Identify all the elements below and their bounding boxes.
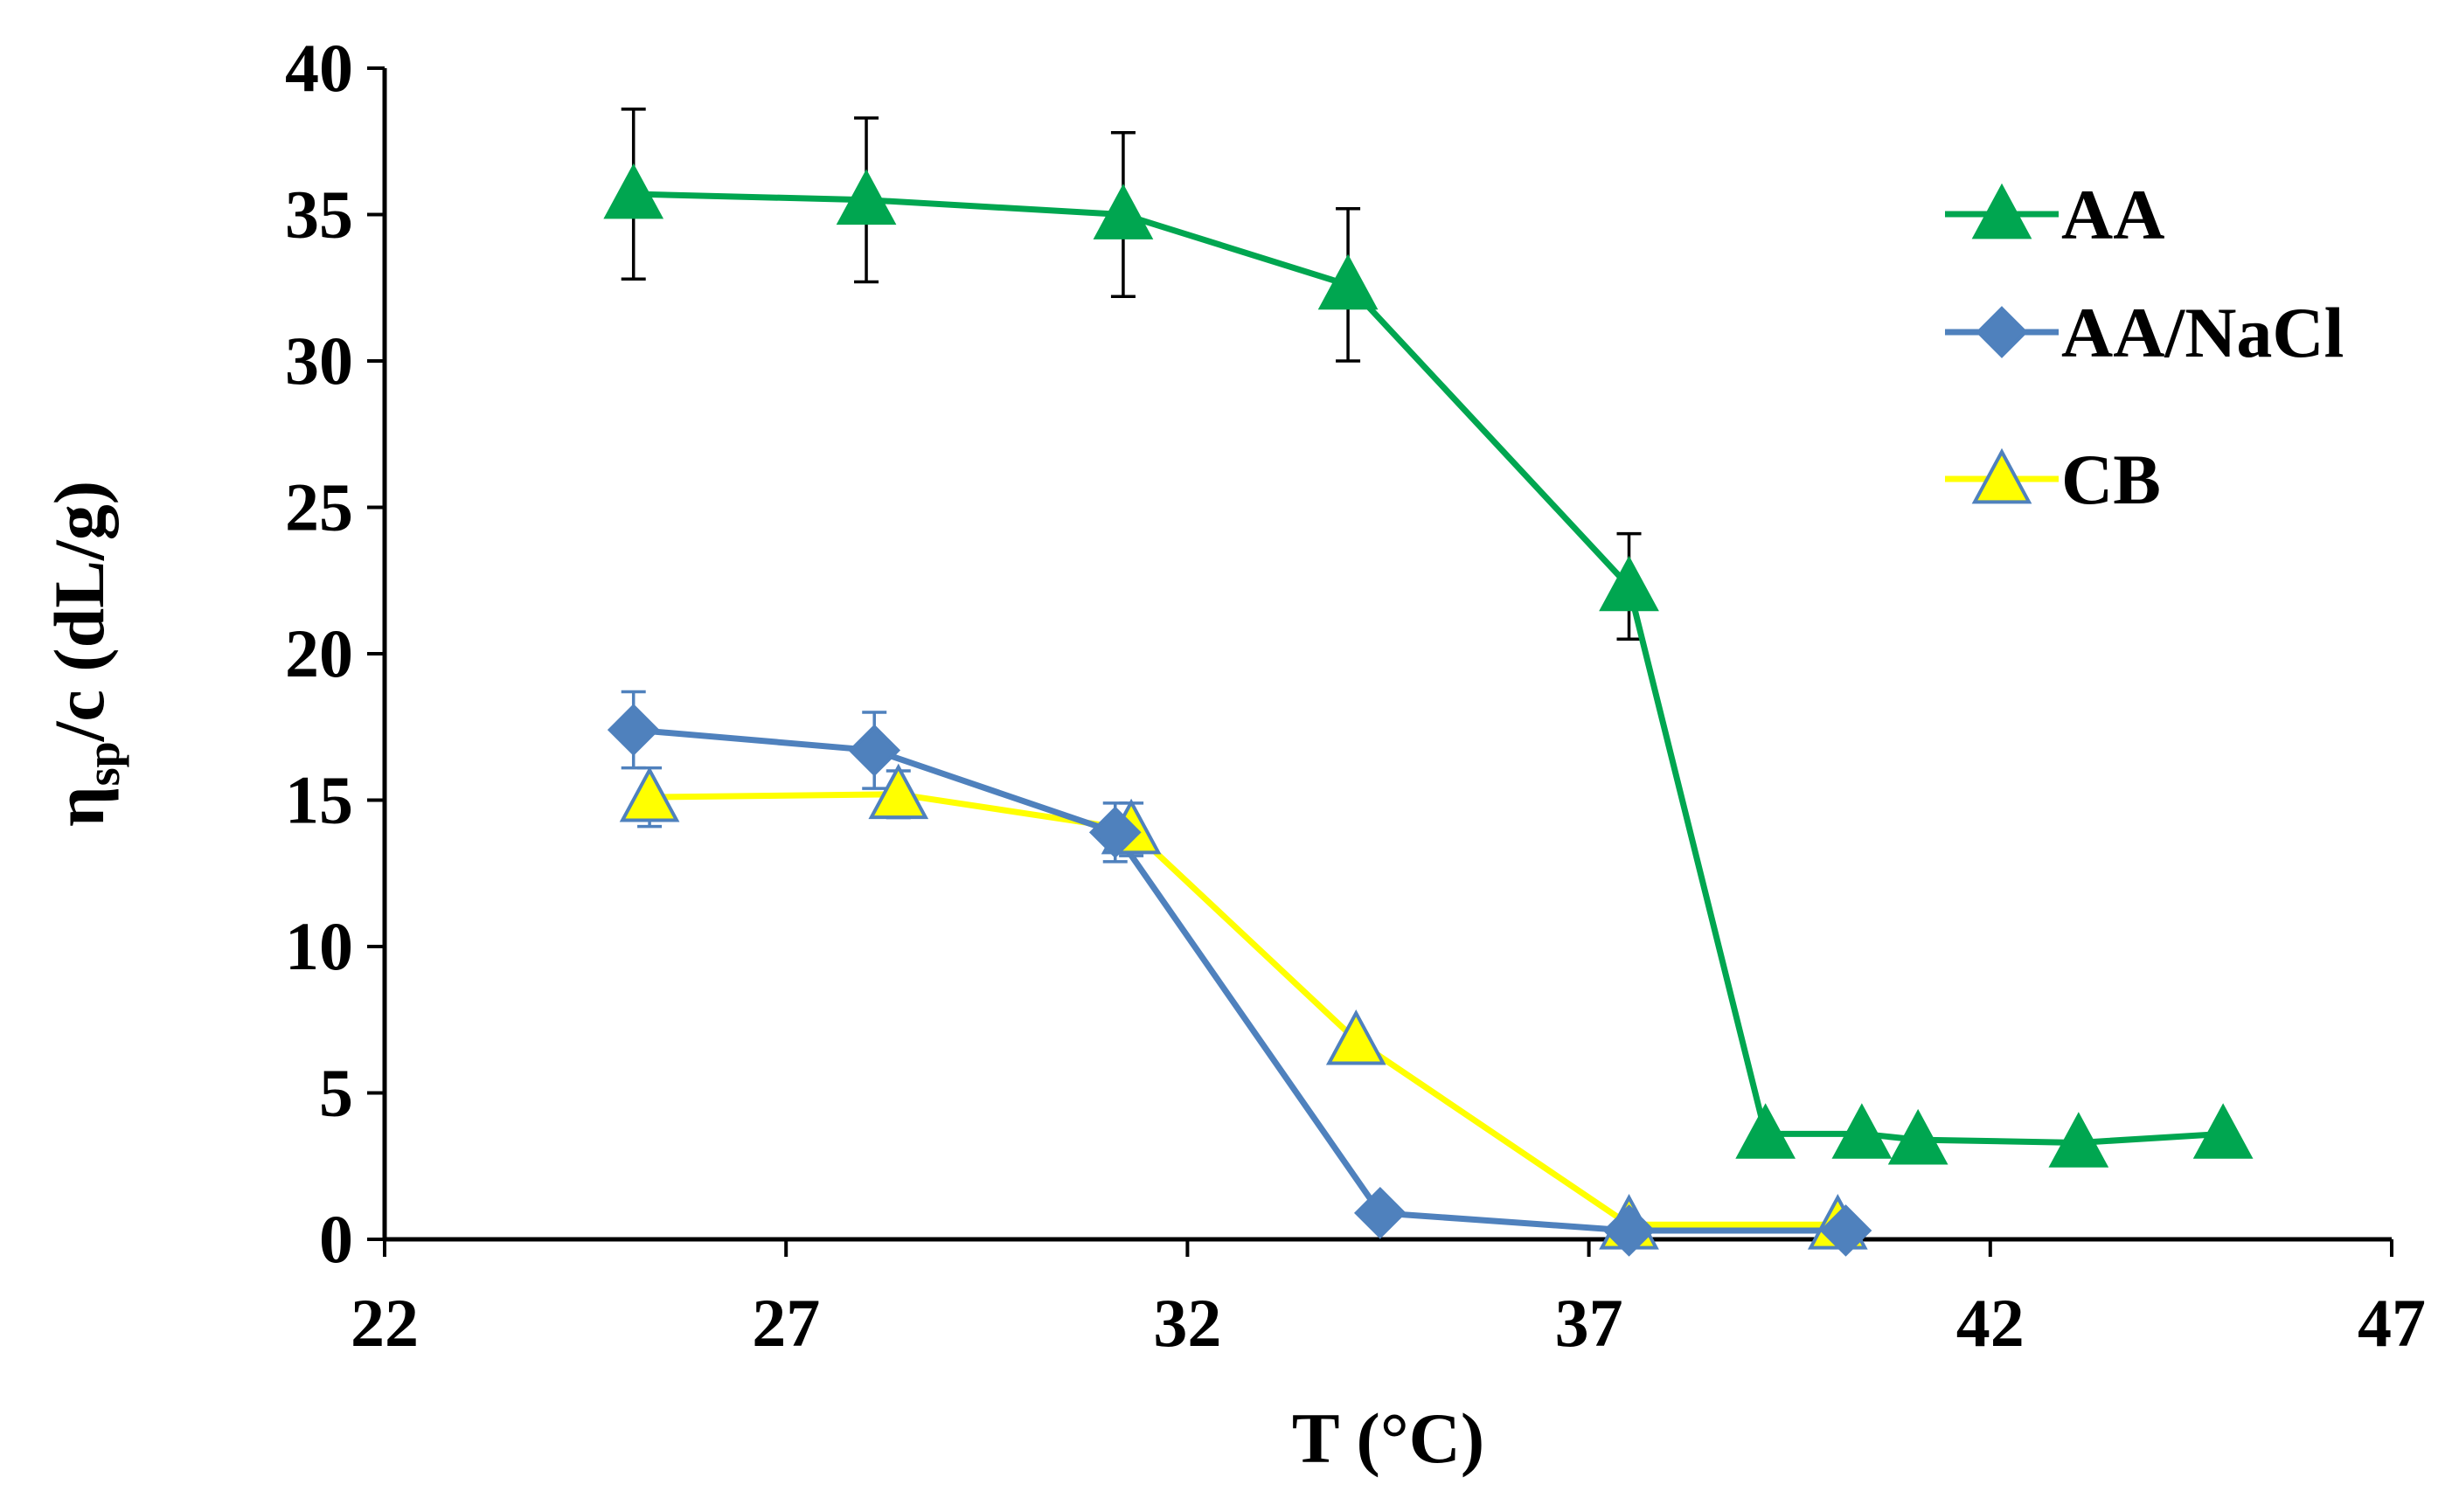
y-tick-label: 0 (319, 1201, 353, 1277)
data-point-aa-nacl (848, 724, 901, 777)
data-point-aa (603, 163, 664, 219)
y-tick-label: 30 (285, 323, 353, 399)
y-tick-label: 10 (285, 908, 353, 984)
x-tick-label: 37 (1555, 1285, 1623, 1361)
y-axis-title-rest: /c (dL/g) (39, 481, 119, 742)
y-axis-title-subscript: sp (77, 741, 129, 786)
series-line-aa-nacl (633, 726, 1846, 1234)
y-axis-title-base: η (39, 786, 119, 827)
data-point-cb (619, 766, 680, 822)
series-line-aa (633, 191, 2224, 1146)
data-point-aa (1599, 555, 1659, 612)
x-tick-label: 47 (2358, 1285, 2426, 1361)
data-point-aa (2192, 1103, 2254, 1159)
legend-label: CB (2061, 440, 2161, 519)
series-lines (633, 191, 2224, 1234)
data-point-aa (1735, 1103, 1796, 1159)
data-point-aa (1093, 184, 1154, 239)
legend-marker (1971, 183, 2032, 239)
data-point-aa-nacl (1353, 1187, 1407, 1239)
legend-label: AA (2061, 175, 2164, 254)
data-point-cb (1325, 1009, 1386, 1065)
data-point-aa-nacl (1602, 1204, 1656, 1257)
legend-label: AA/NaCl (2061, 293, 2344, 372)
y-axis-title: ηsp/c (dL/g) (39, 481, 129, 827)
data-point-aa (2048, 1112, 2109, 1168)
data-point-cb (868, 763, 929, 820)
series-line-cb (649, 791, 1838, 1228)
data-point-aa (1887, 1108, 1948, 1165)
data-point-aa (836, 169, 897, 225)
x-tick-label: 42 (1956, 1285, 2025, 1361)
y-tick-label: 15 (285, 762, 353, 838)
legend-marker (1971, 447, 2032, 504)
x-tick-label: 22 (351, 1285, 419, 1361)
y-tick-label: 35 (285, 177, 353, 253)
series-markers (603, 163, 2254, 1257)
x-axis-title: T (°C) (1292, 1398, 1484, 1478)
x-tick-label: 27 (752, 1285, 820, 1361)
y-tick-label: 40 (285, 30, 353, 106)
data-point-aa (1317, 253, 1379, 310)
data-point-aa-nacl (1819, 1204, 1872, 1257)
ticks: 0 5 10 15 20 25 30 35 40 22 27 32 37 42 47 (285, 30, 2426, 1361)
data-point-aa-nacl (1088, 806, 1142, 859)
legend-marker (1976, 306, 2028, 358)
legend: AA AA/NaCl CB (1945, 175, 2344, 519)
data-point-aa-nacl (607, 704, 660, 756)
y-tick-label: 5 (319, 1055, 353, 1131)
y-tick-label: 20 (285, 615, 353, 691)
data-point-aa (1831, 1103, 1893, 1159)
x-tick-label: 32 (1153, 1285, 1221, 1361)
y-tick-label: 25 (285, 469, 353, 545)
